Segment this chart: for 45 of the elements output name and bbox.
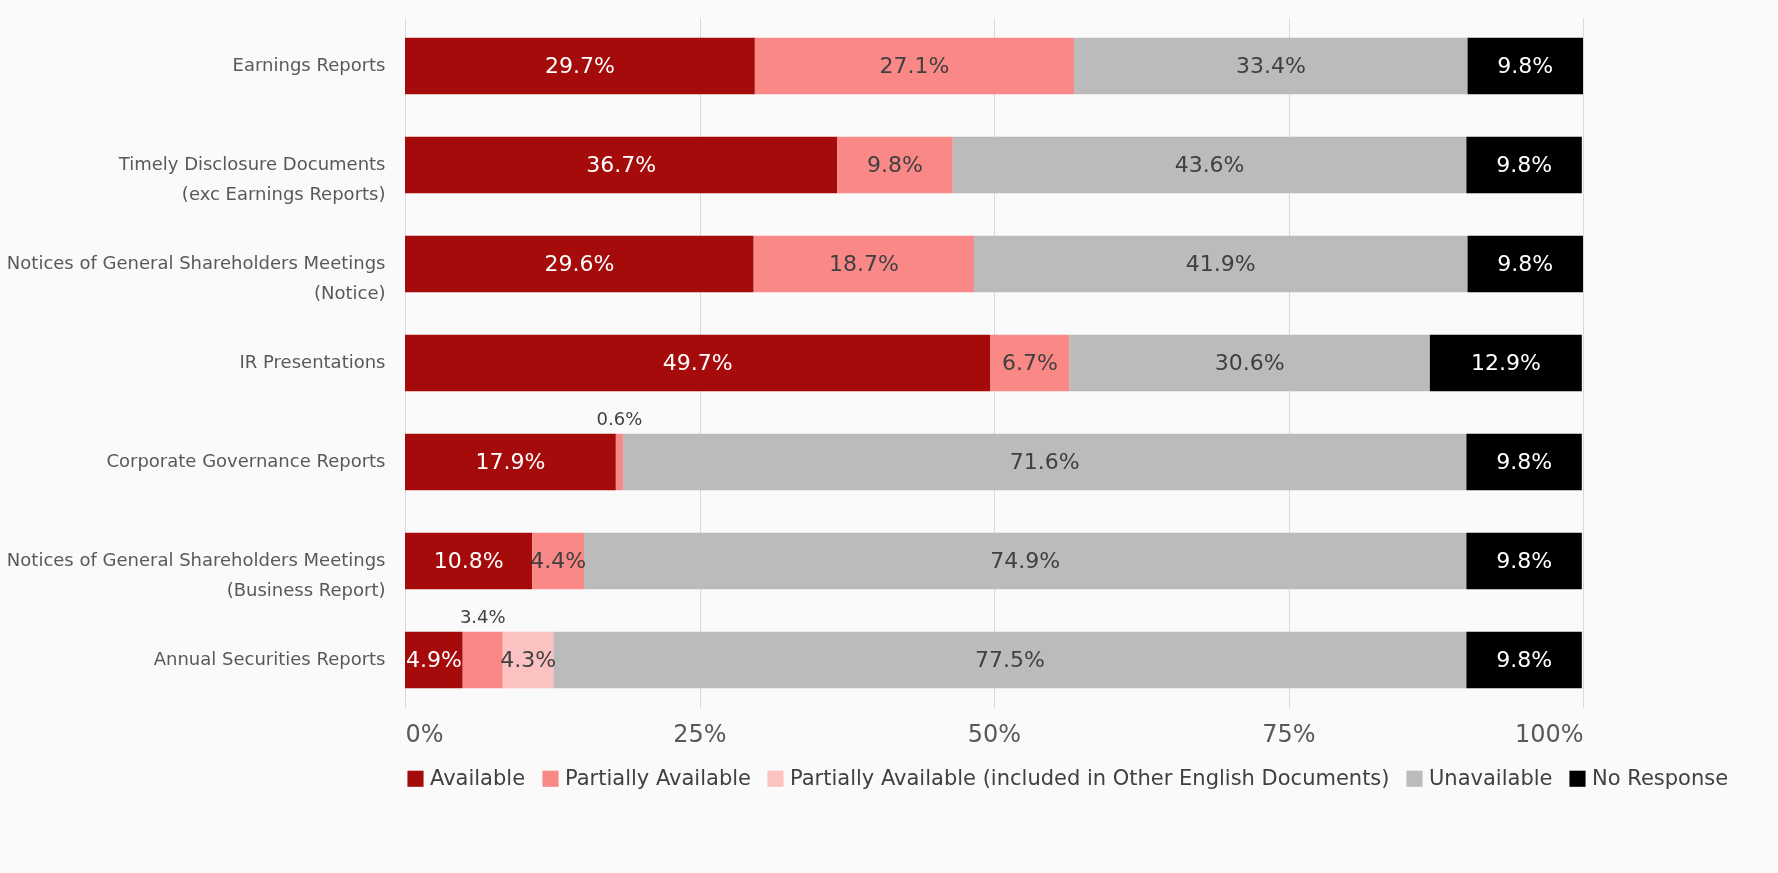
data-label: 17.9% [475, 449, 546, 474]
data-label: 9.8% [1496, 152, 1553, 178]
data-label: 30.6% [1214, 350, 1285, 375]
data-label: 77.5% [974, 646, 1045, 672]
data-label: 9.8% [1496, 449, 1553, 474]
legend-label: Partially Available [565, 765, 751, 790]
data-label: 29.7% [544, 53, 615, 79]
data-label: 10.8% [433, 547, 504, 573]
legend-label: No Response [1592, 765, 1729, 790]
data-label: 9.8% [1496, 547, 1553, 573]
y-tick-label: Corporate Governance Reports [106, 450, 386, 471]
y-tick-label: Notices of General Shareholders Meetings (Business Report) [6, 548, 386, 600]
data-label: 43.6% [1174, 152, 1245, 178]
data-label: 36.7% [586, 152, 657, 178]
y-tick-label: Notices of General Shareholders Meetings (Notice) [6, 252, 386, 303]
x-tick-label: 0% [405, 719, 444, 748]
data-label: 18.7% [828, 251, 899, 276]
x-tick-label: 25% [673, 719, 727, 748]
y-tick-label: IR Presentations [239, 351, 386, 372]
data-label: 4.9% [405, 646, 462, 672]
data-label: 0.6% [596, 408, 643, 429]
legend-label: Available [430, 765, 526, 790]
x-tick-label: 50% [967, 719, 1022, 748]
y-tick-label: Timely Disclosure Documents (exc Earnings Reports) [117, 153, 386, 205]
data-label: 33.4% [1235, 53, 1306, 79]
data-label: 4.3% [500, 646, 557, 672]
data-label: 71.6% [1009, 449, 1080, 474]
data-label: 74.9% [990, 547, 1061, 573]
data-label: 49.7% [662, 350, 733, 375]
data-label: 27.1% [879, 53, 950, 79]
data-label: 12.9% [1470, 350, 1541, 375]
y-tick-label: Annual Securities Reports [153, 647, 386, 669]
data-label: 3.4% [459, 605, 506, 627]
y-tick-label: Earnings Reports [232, 54, 386, 76]
data-label: 6.7% [1001, 350, 1058, 375]
data-label: 9.8% [1497, 251, 1554, 276]
legend-label: Partially Available (included in Other English Documents) [790, 765, 1390, 790]
data-label: 29.6% [544, 251, 615, 276]
x-tick-label: 100% [1514, 719, 1584, 748]
data-label: 9.8% [1497, 53, 1554, 79]
x-tick-label: 75% [1262, 719, 1316, 748]
data-label: 9.8% [1496, 646, 1553, 672]
legend-label: Unavailable [1429, 765, 1553, 790]
data-label: 41.9% [1185, 251, 1256, 276]
data-label: 9.8% [867, 152, 923, 178]
